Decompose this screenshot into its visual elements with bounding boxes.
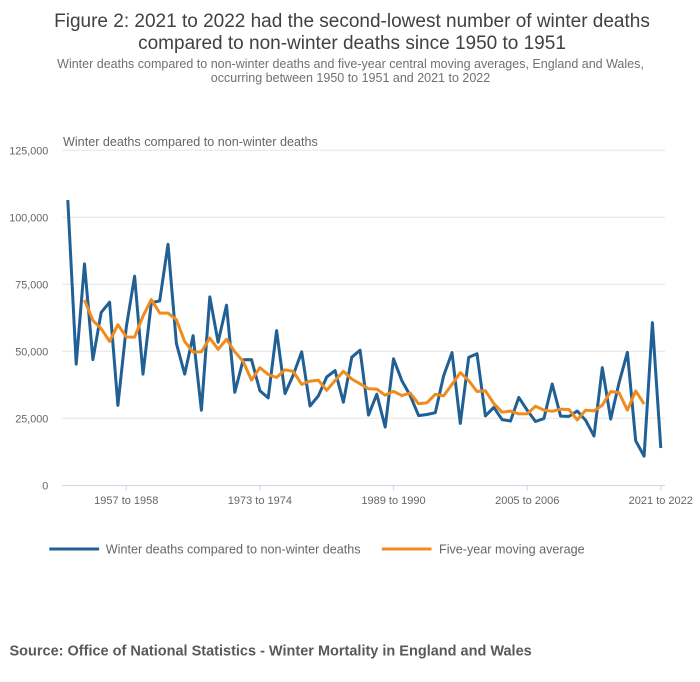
svg-text:2005 to 2006: 2005 to 2006 bbox=[495, 495, 559, 507]
svg-text:50,000: 50,000 bbox=[15, 347, 48, 359]
svg-text:occurring between 1950 to 1951: occurring between 1950 to 1951 and 2021 … bbox=[211, 71, 490, 85]
svg-text:compared to non-winter deaths: compared to non-winter deaths since 1950… bbox=[138, 33, 566, 54]
svg-text:75,000: 75,000 bbox=[15, 280, 48, 292]
svg-text:1973 to 1974: 1973 to 1974 bbox=[228, 495, 292, 507]
svg-text:125,000: 125,000 bbox=[9, 146, 48, 158]
svg-text:Five-year moving average: Five-year moving average bbox=[439, 542, 585, 556]
svg-text:Winter deaths compared to non-: Winter deaths compared to non-winter dea… bbox=[106, 542, 361, 556]
svg-text:100,000: 100,000 bbox=[9, 213, 48, 225]
svg-text:Winter deaths compared to non-: Winter deaths compared to non-winter dea… bbox=[57, 57, 644, 71]
svg-text:25,000: 25,000 bbox=[15, 414, 48, 426]
svg-text:0: 0 bbox=[42, 481, 48, 493]
svg-text:Winter deaths compared to non-: Winter deaths compared to non-winter dea… bbox=[63, 135, 318, 149]
svg-text:1957 to 1958: 1957 to 1958 bbox=[94, 495, 158, 507]
svg-text:2021 to 2022: 2021 to 2022 bbox=[629, 495, 693, 507]
svg-text:Figure 2: 2021 to 2022 had the: Figure 2: 2021 to 2022 had the second-lo… bbox=[54, 11, 650, 32]
svg-text:Source: Office of National Sta: Source: Office of National Statistics - … bbox=[10, 644, 532, 660]
svg-text:1989 to 1990: 1989 to 1990 bbox=[361, 495, 425, 507]
